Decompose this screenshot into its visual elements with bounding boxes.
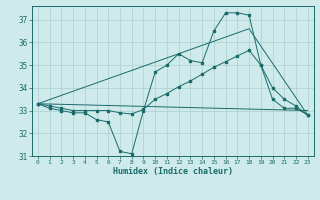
X-axis label: Humidex (Indice chaleur): Humidex (Indice chaleur) — [113, 167, 233, 176]
